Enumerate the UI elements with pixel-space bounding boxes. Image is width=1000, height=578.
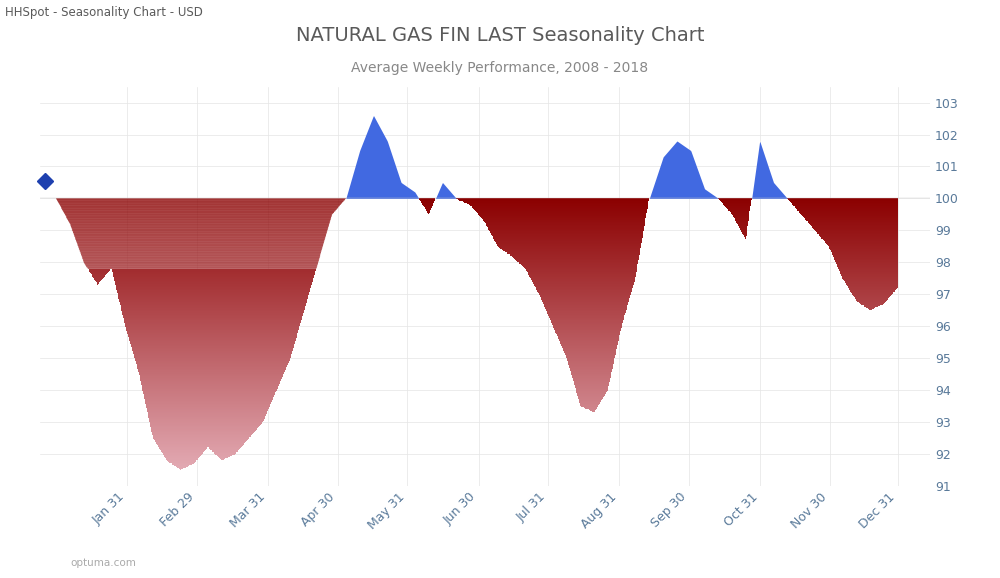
Text: optuma.com: optuma.com (70, 558, 136, 568)
Text: HHSpot - Seasonality Chart - USD: HHSpot - Seasonality Chart - USD (5, 6, 203, 18)
Text: NATURAL GAS FIN LAST Seasonality Chart: NATURAL GAS FIN LAST Seasonality Chart (296, 26, 704, 45)
Text: Average Weekly Performance, 2008 - 2018: Average Weekly Performance, 2008 - 2018 (351, 61, 649, 75)
